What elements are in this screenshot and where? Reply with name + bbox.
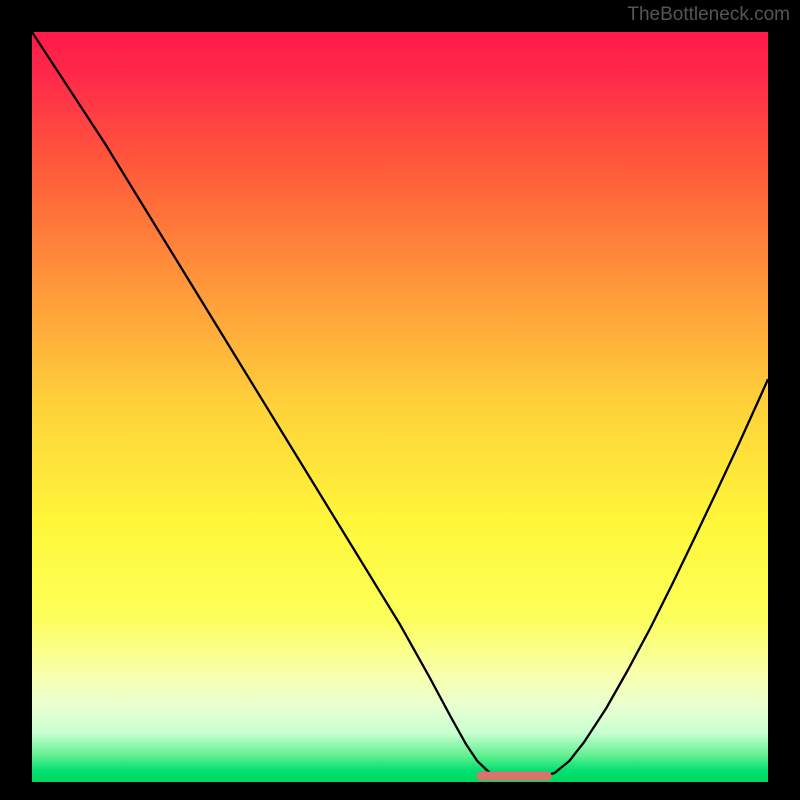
chart-background (32, 32, 768, 782)
watermark-text: TheBottleneck.com (627, 4, 790, 26)
bottleneck-chart (0, 0, 800, 800)
